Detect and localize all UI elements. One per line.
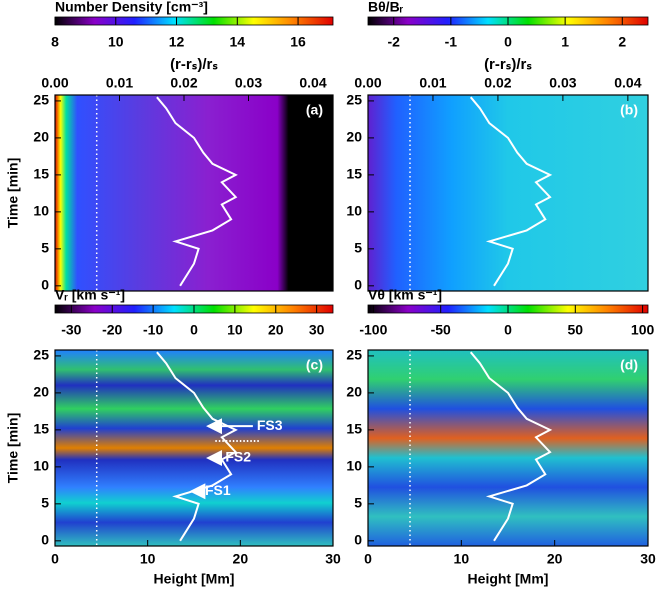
y-tick-label: 25 — [346, 92, 362, 108]
colorbar-tick-label: 0 — [504, 322, 512, 338]
colorbar-tick-label: 20 — [268, 322, 284, 338]
top-x-axis-label: (r-rₛ)/rₛ — [484, 56, 532, 73]
x-tick-label: 30 — [325, 551, 341, 567]
colorbar-tick-label: -100 — [359, 322, 387, 338]
plot-frame — [54, 349, 334, 547]
boundary-line — [156, 351, 238, 542]
y-axis-label: Time [min] — [5, 158, 21, 229]
panel-label: (c) — [306, 357, 323, 373]
y-tick-label: 10 — [346, 458, 362, 474]
x-axis-label: Height [Mm] — [154, 571, 235, 587]
colorbar-tick-label: 16 — [290, 34, 306, 50]
panel-label: (b) — [620, 102, 638, 118]
y-tick-label: 20 — [346, 129, 362, 145]
heatmap — [55, 95, 333, 291]
x-tick-label: 0 — [364, 551, 372, 567]
boundary-line — [156, 96, 238, 287]
y-tick-label: 20 — [33, 129, 49, 145]
colorbar-tick-label: -1 — [445, 34, 458, 50]
top-x-tick-label: 0.01 — [106, 75, 133, 91]
colorbar-tick-label: 10 — [227, 322, 243, 338]
colorbar-tick-label: -20 — [102, 322, 122, 338]
heatmap — [368, 95, 648, 291]
plot-frame — [54, 94, 334, 292]
y-tick-label: 20 — [33, 384, 49, 400]
x-tick-label: 10 — [454, 551, 470, 567]
top-x-tick-label: 0.02 — [170, 75, 197, 91]
y-tick-label: 0 — [41, 277, 49, 293]
heatmap — [55, 350, 333, 546]
colorbar-tick-label: -50 — [431, 322, 451, 338]
top-x-tick-label: 0.03 — [235, 75, 262, 91]
x-tick-label: 0 — [51, 551, 59, 567]
colorbar-tick-label: 12 — [169, 34, 185, 50]
boundary-line — [469, 351, 553, 542]
y-tick-label: 10 — [346, 203, 362, 219]
top-x-tick-label: 0.00 — [41, 75, 68, 91]
top-x-tick-label: 0.00 — [354, 75, 381, 91]
y-tick-label: 10 — [33, 458, 49, 474]
y-tick-label: 15 — [346, 166, 362, 182]
top-x-tick-label: 0.03 — [549, 75, 576, 91]
x-tick-label: 20 — [233, 551, 249, 567]
colorbar-tick-label: 1 — [561, 34, 569, 50]
colorbar-tick-label: 2 — [618, 34, 626, 50]
y-tick-label: 0 — [354, 277, 362, 293]
x-tick-label: 10 — [140, 551, 156, 567]
top-x-tick-label: 0.01 — [419, 75, 446, 91]
colorbar-tick-label: 0 — [504, 34, 512, 50]
colorbar-tick-label: -2 — [387, 34, 400, 50]
y-tick-label: 25 — [33, 92, 49, 108]
y-tick-label: 15 — [33, 421, 49, 437]
y-tick-label: 25 — [33, 347, 49, 363]
annotation: FS2 — [225, 449, 251, 465]
colorbar-tick-label: 14 — [230, 34, 246, 50]
colorbar-tick-label: -30 — [61, 322, 81, 338]
top-x-axis-label: (r-rₛ)/rₛ — [170, 56, 218, 73]
x-tick-label: 30 — [640, 551, 656, 567]
colorbar-tick-label: 10 — [108, 34, 124, 50]
heatmap — [368, 350, 648, 546]
y-tick-label: 0 — [41, 532, 49, 548]
colorbar-tick-label: -10 — [143, 322, 163, 338]
top-x-tick-label: 0.02 — [484, 75, 511, 91]
y-tick-label: 5 — [354, 240, 362, 256]
colorbar-label: Vᵣ [km s⁻¹] — [55, 287, 125, 303]
colorbar — [54, 16, 334, 26]
top-x-tick-label: 0.04 — [299, 75, 326, 91]
y-tick-label: 25 — [346, 347, 362, 363]
plot-frame — [367, 94, 649, 292]
colorbar-label: Bθ/Bᵣ — [368, 0, 404, 15]
y-axis-label: Time [min] — [5, 413, 21, 484]
y-tick-label: 20 — [346, 384, 362, 400]
colorbar-label: Number Density [cm⁻³] — [55, 0, 208, 15]
boundary-line — [469, 96, 553, 287]
panel-label: (d) — [620, 357, 638, 373]
y-tick-label: 5 — [41, 240, 49, 256]
annotation: FS1 — [205, 482, 231, 498]
y-tick-label: 5 — [41, 495, 49, 511]
colorbar-label: Vθ [km s⁻¹] — [368, 287, 442, 303]
annotation: FS3 — [257, 417, 283, 433]
colorbar-tick-label: 0 — [190, 322, 198, 338]
panel-label: (a) — [306, 102, 323, 118]
colorbar-tick-label: 100 — [631, 322, 655, 338]
colorbar-tick-label: 30 — [309, 322, 325, 338]
y-tick-label: 15 — [33, 166, 49, 182]
y-tick-label: 10 — [33, 203, 49, 219]
y-tick-label: 15 — [346, 421, 362, 437]
y-tick-label: 5 — [354, 495, 362, 511]
plot-frame — [367, 349, 649, 547]
x-axis-label: Height [Mm] — [468, 571, 549, 587]
top-x-tick-label: 0.04 — [614, 75, 641, 91]
y-tick-label: 0 — [354, 532, 362, 548]
colorbar-tick-label: 50 — [568, 322, 584, 338]
x-tick-label: 20 — [547, 551, 563, 567]
colorbar-tick-label: 8 — [51, 34, 59, 50]
